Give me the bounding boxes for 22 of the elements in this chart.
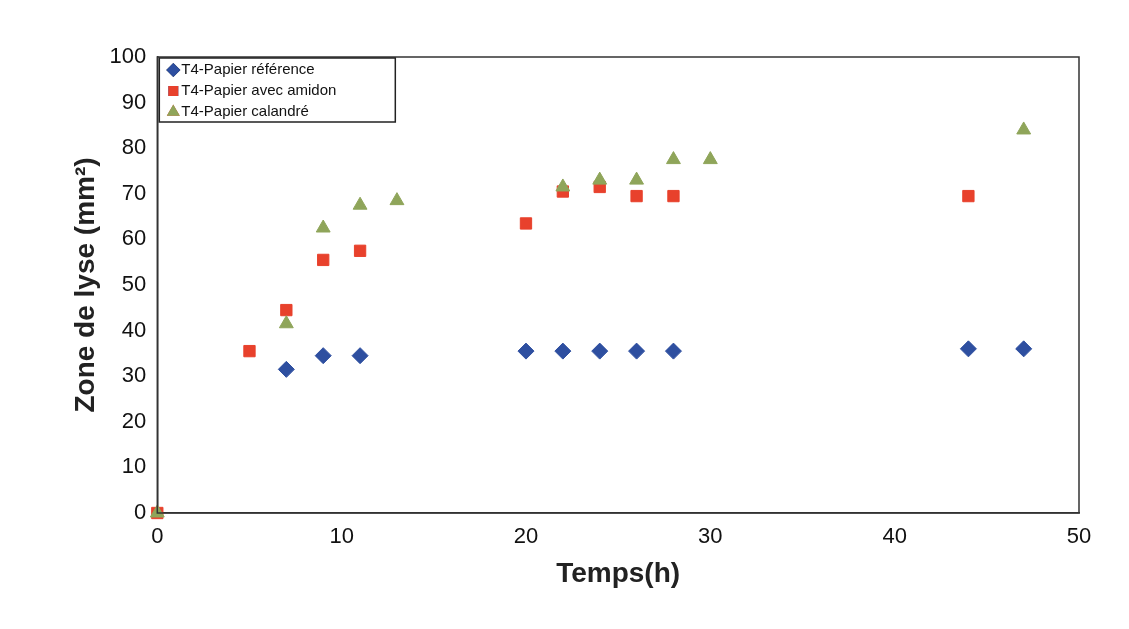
y-tick-label: 100 — [109, 43, 147, 69]
x-tick-label: 40 — [882, 523, 907, 549]
x-tick-label: 30 — [698, 523, 723, 549]
y-tick-label: 60 — [121, 225, 147, 251]
y-tick-label: 0 — [134, 499, 147, 525]
y-axis-title: Zone de lyse (mm²) — [68, 157, 100, 413]
x-tick-label: 0 — [151, 523, 164, 549]
x-tick-label: 10 — [329, 523, 354, 549]
y-tick-label: 30 — [121, 362, 147, 388]
x-tick-label: 50 — [1066, 523, 1092, 549]
y-tick-label: 20 — [121, 407, 147, 433]
x-axis-title: Temps(h) — [556, 556, 681, 588]
y-tick-label: 40 — [121, 316, 147, 342]
legend-label: T4-Papier avec amidon — [181, 81, 337, 99]
y-tick-label: 80 — [121, 134, 147, 160]
y-tick-label: 10 — [121, 453, 147, 479]
y-tick-label: 50 — [121, 271, 147, 297]
legend-label: T4-Papier calandré — [181, 102, 309, 120]
y-tick-label: 90 — [121, 88, 147, 114]
y-tick-label: 70 — [121, 179, 147, 205]
x-tick-label: 20 — [513, 523, 539, 549]
legend-label: T4-Papier référence — [181, 60, 315, 78]
